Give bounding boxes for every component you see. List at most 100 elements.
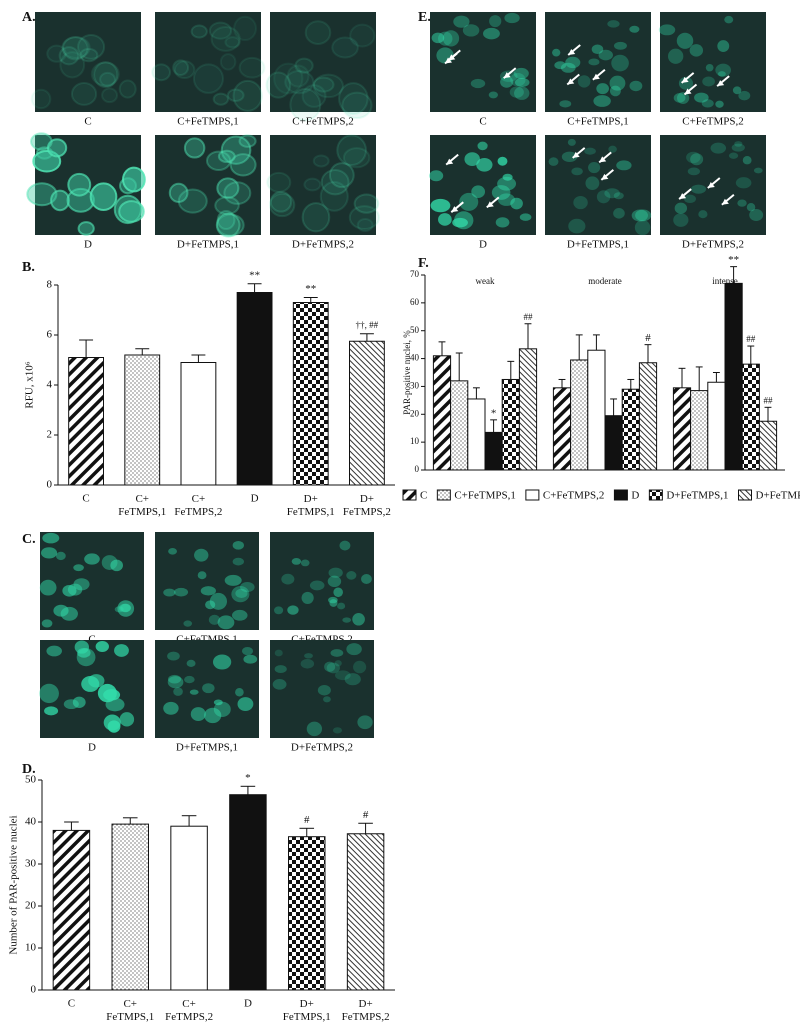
significance: ## bbox=[764, 395, 774, 405]
arrow-head bbox=[601, 173, 609, 180]
y-tick-label: 0 bbox=[415, 464, 420, 474]
arrow-head bbox=[679, 193, 687, 200]
nucleus bbox=[629, 80, 643, 92]
arrow-head bbox=[568, 49, 576, 56]
nucleus bbox=[202, 683, 215, 694]
bar bbox=[236, 292, 273, 486]
image-caption: C+FeTMPS,1 bbox=[567, 116, 629, 128]
nucleus bbox=[184, 675, 195, 684]
nucleus bbox=[328, 596, 338, 604]
y-tick-label: 6 bbox=[47, 329, 53, 341]
micrograph-bg bbox=[155, 640, 259, 738]
bar bbox=[518, 348, 538, 471]
nucleus bbox=[746, 203, 756, 212]
y-tick-label: 40 bbox=[25, 816, 37, 828]
nucleus bbox=[204, 707, 222, 724]
cell bbox=[331, 36, 359, 59]
cell bbox=[312, 73, 344, 99]
y-tick-label: 50 bbox=[410, 325, 420, 335]
nucleus bbox=[689, 44, 704, 57]
nucleus bbox=[95, 640, 109, 653]
x-tick-label: D+ FeTMPS,1 bbox=[287, 493, 335, 518]
cell bbox=[77, 221, 95, 236]
nucleus bbox=[442, 30, 460, 47]
legend-label: C bbox=[420, 490, 427, 502]
micrograph-bg bbox=[270, 640, 374, 738]
image-caption: C+FeTMPS,1 bbox=[177, 116, 239, 128]
nucleus bbox=[698, 210, 708, 219]
bar bbox=[724, 282, 743, 471]
nucleus bbox=[73, 564, 84, 572]
legend-swatch bbox=[648, 489, 663, 501]
nucleus bbox=[357, 715, 373, 730]
image-caption: C+FeTMPS,2 bbox=[292, 116, 354, 128]
significance: * bbox=[245, 772, 251, 784]
cell bbox=[284, 69, 315, 95]
nucleus bbox=[561, 151, 578, 162]
nucleus bbox=[183, 620, 193, 627]
legend-swatch bbox=[402, 489, 417, 501]
nucleus bbox=[304, 653, 313, 659]
cell bbox=[61, 36, 91, 59]
nucleus bbox=[326, 662, 340, 674]
cell bbox=[215, 212, 241, 238]
significance: # bbox=[304, 814, 310, 826]
significance: * bbox=[491, 407, 497, 419]
nucleus bbox=[513, 67, 529, 79]
arrow-head bbox=[717, 80, 725, 87]
bar bbox=[450, 380, 469, 471]
cell bbox=[77, 34, 106, 60]
nucleus bbox=[328, 567, 343, 578]
nucleus bbox=[332, 727, 343, 734]
nucleus bbox=[241, 646, 254, 656]
y-tick-label: 10 bbox=[25, 942, 37, 954]
nucleus bbox=[438, 213, 452, 226]
nucleus bbox=[301, 591, 314, 605]
arrow-head bbox=[681, 76, 689, 83]
nucleus bbox=[616, 160, 632, 171]
legend-label: D bbox=[631, 490, 639, 502]
micrograph bbox=[265, 12, 376, 122]
arrow-head bbox=[707, 181, 715, 188]
legend-swatch bbox=[613, 489, 628, 501]
nucleus bbox=[604, 188, 620, 199]
nucleus bbox=[717, 71, 726, 77]
bar bbox=[346, 833, 385, 991]
nucleus bbox=[167, 676, 184, 689]
cell bbox=[67, 172, 92, 197]
nucleus bbox=[44, 706, 59, 716]
nucleus bbox=[596, 83, 609, 95]
micrograph bbox=[266, 134, 381, 235]
nucleus bbox=[613, 208, 625, 219]
cell bbox=[30, 88, 52, 110]
nucleus bbox=[361, 573, 372, 585]
micrograph bbox=[39, 532, 144, 630]
nucleus bbox=[232, 557, 244, 566]
nucleus bbox=[300, 658, 315, 669]
nucleus bbox=[464, 152, 480, 166]
nucleus bbox=[734, 141, 743, 147]
nucleus bbox=[53, 604, 69, 617]
panel-label: D. bbox=[22, 762, 36, 777]
image-caption: C+FeTMPS,2 bbox=[682, 116, 744, 128]
nucleus bbox=[81, 676, 100, 692]
nucleus bbox=[489, 15, 502, 28]
nucleus bbox=[40, 547, 58, 559]
nucleus bbox=[613, 192, 624, 200]
nucleus bbox=[497, 193, 515, 206]
nucleus bbox=[240, 582, 255, 593]
cell bbox=[216, 209, 236, 231]
bar bbox=[672, 387, 692, 471]
cell bbox=[46, 138, 68, 158]
nucleus bbox=[67, 583, 83, 596]
nucleus bbox=[678, 76, 694, 90]
x-tick-label: D bbox=[251, 493, 259, 505]
cell bbox=[304, 20, 332, 45]
bar bbox=[758, 420, 778, 471]
nucleus bbox=[200, 586, 216, 596]
cell bbox=[172, 59, 190, 76]
nucleus bbox=[676, 92, 690, 104]
nucleus bbox=[519, 213, 532, 221]
image-caption: D bbox=[479, 239, 487, 251]
